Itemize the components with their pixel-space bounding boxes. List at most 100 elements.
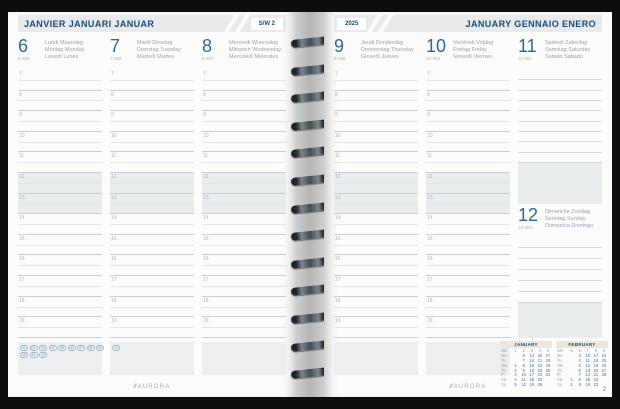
half-hour-line — [110, 203, 194, 205]
hour-slot: 18 — [202, 297, 286, 318]
day-column: 7 8 9 10 11 12 13 14 15 16 17 18 19 — [426, 70, 510, 338]
hour-slot: 12 — [202, 173, 286, 194]
calendar-cell: 6 — [522, 352, 525, 358]
hour-label: 10 — [427, 132, 433, 139]
calendar-cell: 6 — [578, 348, 581, 353]
half-hour-line — [426, 182, 510, 184]
calendar-cell: 16 — [529, 367, 535, 373]
day-name-line: Freitag Friday — [453, 47, 487, 53]
half-hour-line — [18, 182, 102, 184]
hour-label: 8 — [111, 91, 114, 98]
number-chip: 08 — [86, 345, 95, 351]
hour-label: 10 — [19, 132, 25, 139]
calendar-cell: 11 — [585, 357, 590, 363]
day-name-line: Jeudi Donderdag — [361, 40, 403, 46]
hour-slot: 16 — [202, 255, 286, 277]
half-hour-line — [334, 182, 418, 184]
calendar-cell: 3 — [578, 352, 581, 358]
hour-label: 19 — [19, 318, 25, 325]
calendar-cell: 8 — [594, 348, 598, 353]
half-hour-line — [334, 121, 418, 123]
hour-label: 16 — [203, 256, 209, 263]
hour-label: 10 — [203, 132, 209, 139]
calendar-cell: We — [557, 362, 564, 368]
ruled-line — [518, 122, 602, 132]
hour-label: 8 — [19, 91, 22, 98]
hour-label: 8 — [335, 91, 338, 98]
hour-label: 15 — [111, 235, 117, 242]
hour-label: 12 — [203, 174, 209, 181]
half-hour-line — [426, 141, 510, 143]
hour-slot: 14 — [18, 214, 102, 235]
hour-slot: 14 — [110, 214, 194, 235]
hour-label: 19 — [427, 318, 433, 325]
hour-slot: 9 — [426, 111, 510, 132]
hour-slot: 8 — [334, 91, 418, 112]
day-of-year: 9-356 — [334, 56, 346, 61]
hour-slot: 9 — [202, 111, 286, 132]
calendar-cell: 25 — [537, 377, 543, 383]
half-hour-line — [202, 100, 286, 102]
number-chip: 09 — [96, 345, 104, 351]
day-names: Vendredi Vrijdag Freitag Friday Venerdì Vi… — [453, 37, 493, 69]
right-day-headers: 9 9-356 Jeudi Donderdag Donnerstag Thursday… — [334, 37, 602, 69]
hour-slot: 10 — [18, 132, 102, 153]
ruled-line — [518, 259, 602, 270]
half-hour-line — [18, 224, 102, 226]
ruled-line — [518, 153, 602, 163]
calendar-cell: 5 — [546, 348, 550, 353]
half-hour-line — [202, 162, 286, 164]
half-hour-line — [202, 182, 286, 184]
day-column: 7 8 9 10 11 12 13 14 15 16 17 18 19 — [202, 70, 286, 338]
hour-label: 13 — [19, 194, 25, 201]
ruled-line — [518, 248, 602, 259]
logo-slashes-icon: /// — [133, 384, 137, 390]
day-number: 10 — [426, 36, 447, 56]
hour-label: 17 — [111, 277, 117, 284]
calendar-cell: 27 — [545, 352, 551, 358]
half-hour-line — [334, 141, 418, 143]
day-header-10: 10 10-355 Vendredi Vrijdag Freitag Friday Ve… — [426, 37, 510, 69]
ruled-line — [518, 70, 602, 81]
half-hour-line — [202, 244, 286, 246]
calendar-cell: Th — [557, 367, 562, 373]
calendar-cell: 23 — [593, 382, 599, 388]
day-number-block: 11 11-354 — [518, 37, 545, 69]
half-hour-line — [334, 79, 418, 81]
ruled-line — [518, 101, 602, 112]
calendar-cell: 10 — [521, 372, 526, 378]
hour-label: 11 — [427, 153, 433, 160]
spiral-binding — [290, 12, 330, 397]
half-hour-line — [202, 265, 286, 267]
hour-label: 11 — [335, 153, 341, 160]
calendar-cell: 9 — [522, 367, 525, 373]
day-header-6: 6 6-359 Lundi Maandag Montag Monday Lunedì L… — [18, 37, 102, 69]
ruled-line — [518, 281, 602, 292]
half-hour-line — [202, 327, 286, 329]
right-notes-row — [334, 342, 602, 375]
hour-slot: 14 — [334, 214, 418, 235]
calendar-cell: 13 — [585, 367, 591, 373]
hour-slot: 18 — [426, 297, 510, 318]
half-hour-line — [426, 162, 510, 164]
hour-label: 14 — [203, 215, 209, 222]
calendar-cell: 22 — [537, 362, 543, 368]
hour-slot: 13 — [426, 193, 510, 215]
half-hour-line — [110, 121, 194, 123]
calendar-cell: 3 — [530, 348, 533, 353]
calendar-row: Mo 3 10 17 24 — [556, 352, 608, 359]
hour-slot: 11 — [426, 152, 510, 174]
calendar-cell: 12 — [521, 382, 526, 388]
half-hour-line — [110, 182, 194, 184]
hour-slot: 15 — [334, 235, 418, 256]
half-hour-line — [334, 162, 418, 164]
hour-label: 11 — [203, 153, 209, 160]
calendar-cell: 11 — [521, 377, 526, 383]
calendar-cell: Su — [501, 382, 507, 388]
hour-label: 17 — [427, 277, 433, 284]
half-hour-line — [110, 265, 194, 267]
half-hour-line — [18, 285, 102, 287]
calendar-cell: 15 — [585, 377, 591, 383]
calendar-cell: 1 — [514, 348, 517, 353]
notes-box: 01 02 03 04 05 06 07 08 09 10 11 12 — [18, 342, 104, 375]
